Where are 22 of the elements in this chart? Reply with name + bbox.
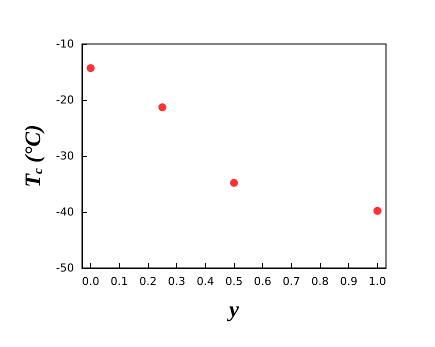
point	[230, 178, 238, 187]
x-tick-label: 0.5	[225, 275, 243, 288]
x-tick-label: 1.0	[368, 275, 386, 288]
y-tick-label: -50	[56, 262, 74, 274]
x-tick-label: 0.7	[282, 275, 300, 288]
y-tick-label: -40	[56, 206, 74, 218]
x-tick-label: 0.4	[196, 275, 214, 288]
x-tick-label: 0.9	[340, 275, 358, 288]
x-tick-label: 0.0	[82, 275, 100, 288]
y-tick-label: -30	[56, 150, 74, 162]
x-tick-label: 0.8	[311, 275, 329, 288]
x-tick-label: 0.2	[139, 275, 157, 288]
point	[158, 103, 166, 112]
point	[86, 64, 95, 72]
point	[373, 206, 382, 215]
y-axis-title: Tc (°C)	[20, 124, 45, 188]
y-tick-label: -20	[56, 94, 74, 106]
x-axis-title: y	[226, 296, 240, 322]
x-tick-label: 0.6	[254, 275, 272, 288]
x-tick-label: 0.3	[168, 275, 186, 288]
x-tick-label: 0.1	[110, 275, 128, 288]
y-tick-label: -10	[56, 38, 74, 50]
